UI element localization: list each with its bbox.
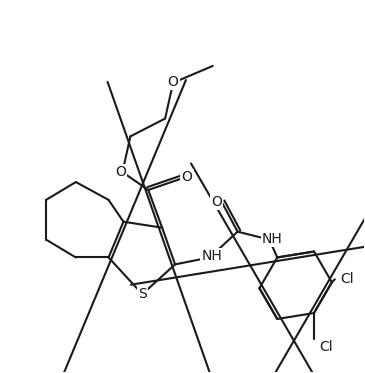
Text: Cl: Cl (340, 272, 354, 286)
Text: O: O (168, 75, 178, 89)
Text: S: S (138, 287, 147, 301)
Text: O: O (181, 170, 192, 184)
Text: Cl: Cl (319, 340, 333, 354)
Text: NH: NH (201, 250, 222, 263)
Text: O: O (211, 195, 222, 209)
Text: O: O (115, 165, 126, 179)
Text: NH: NH (262, 232, 283, 245)
